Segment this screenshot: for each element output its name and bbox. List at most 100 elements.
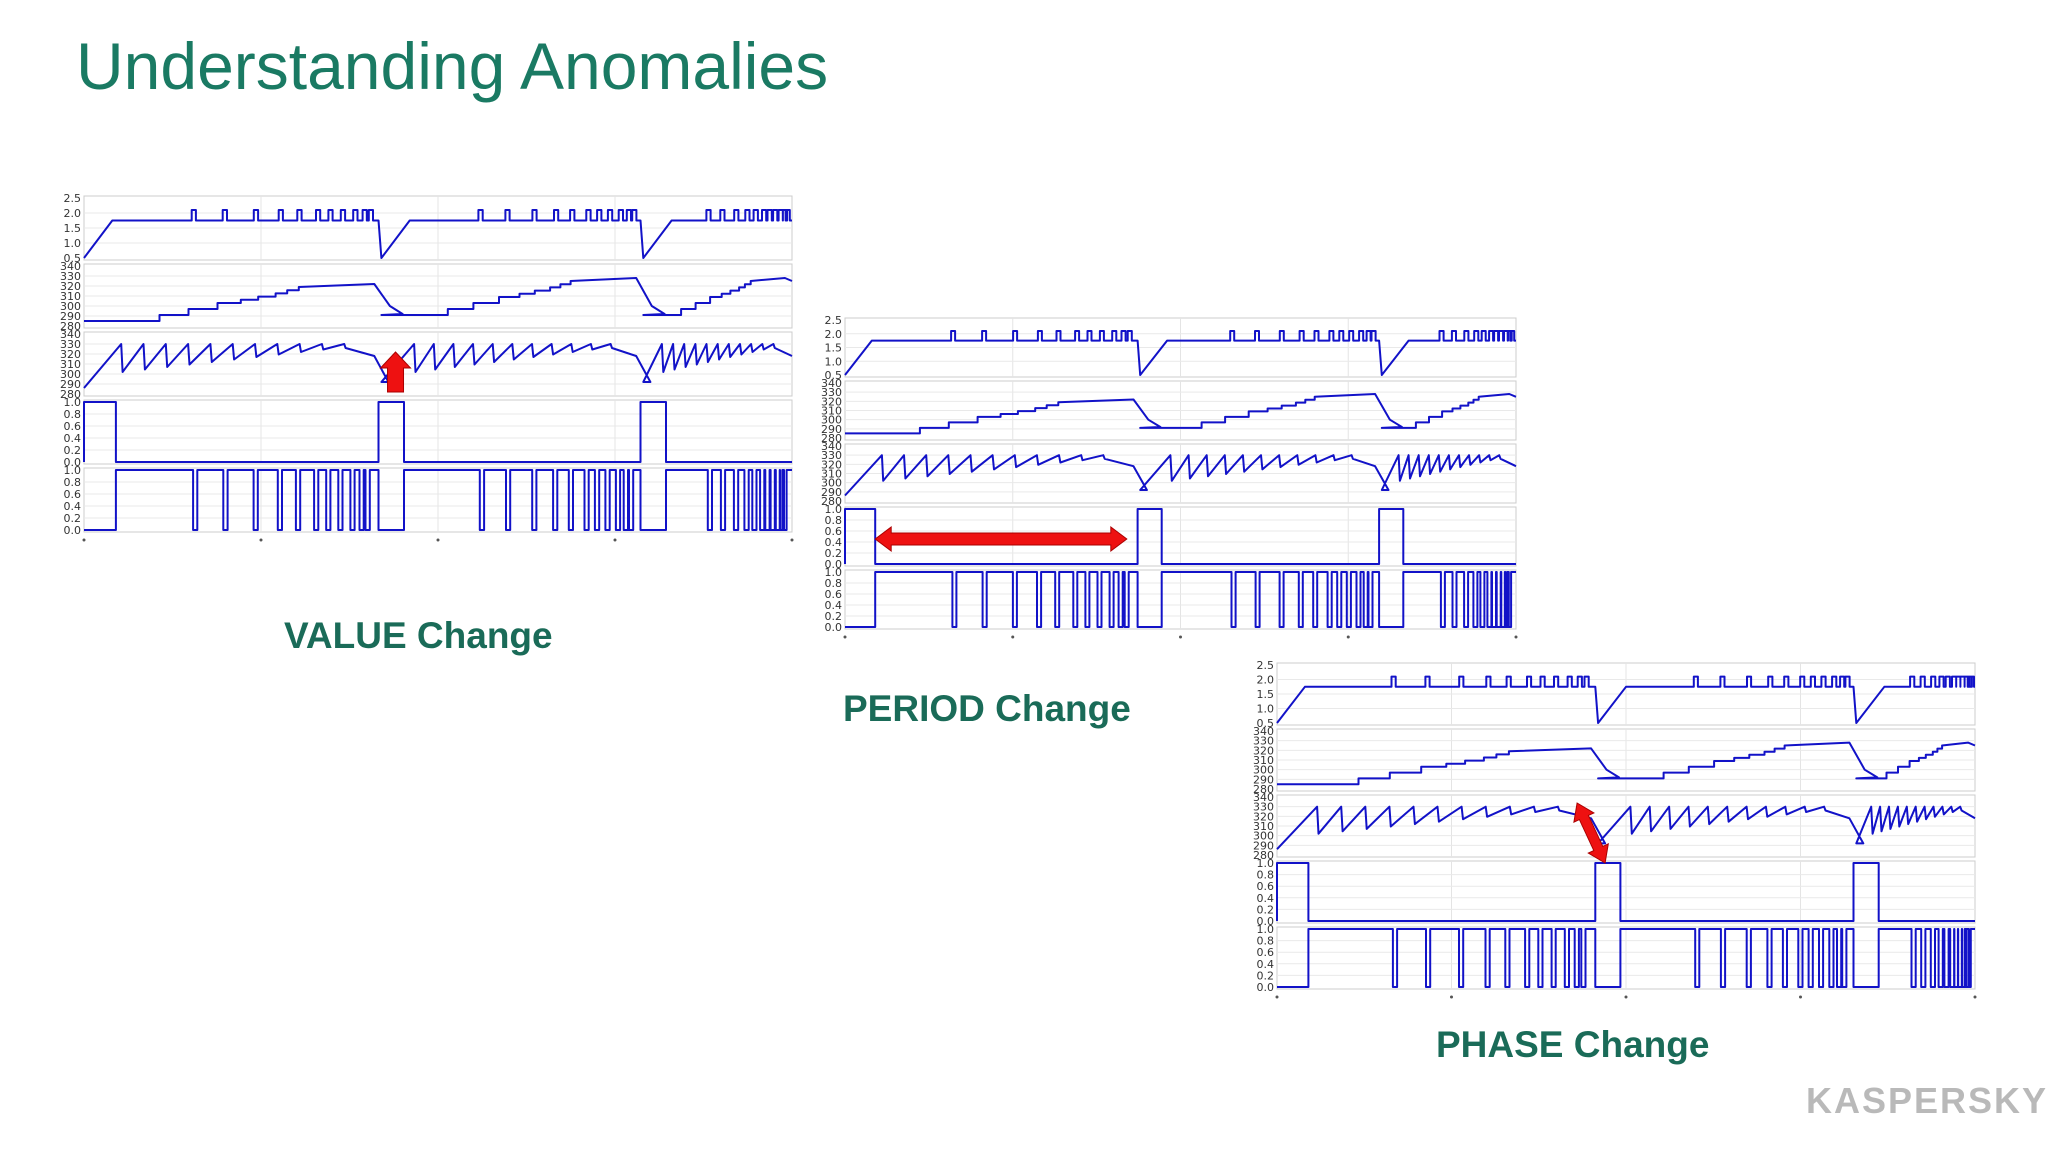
annotation-diagonal-double-arrow <box>1573 802 1609 864</box>
x-tick <box>436 538 440 542</box>
tick-label: 290 <box>821 423 842 436</box>
kaspersky-logo: KASPERSKYlab <box>1806 1080 2048 1122</box>
tick-label: 300 <box>821 477 842 490</box>
tick-label: 290 <box>60 310 81 323</box>
tick-label: 0.4 <box>825 599 843 612</box>
series-line-2 <box>83 343 793 389</box>
tick-label: 320 <box>821 395 842 408</box>
tick-label: 280 <box>60 388 81 401</box>
tick-label: 320 <box>821 458 842 471</box>
annotation-horizontal-double-arrow <box>874 526 1128 552</box>
tick-label: 0.2 <box>1257 903 1275 916</box>
tick-label: 1.5 <box>825 342 843 355</box>
tick-label: 0.5 <box>825 369 843 382</box>
annotation-up-arrow <box>379 351 412 393</box>
tick-label: 0.0 <box>825 621 843 634</box>
tick-label: 1.5 <box>64 222 82 235</box>
arrow-shape <box>379 351 412 393</box>
series-line-4 <box>845 571 1516 628</box>
tick-label: 0.5 <box>1257 717 1275 730</box>
series-line-4 <box>84 469 792 531</box>
tick-label: 340 <box>821 377 842 390</box>
series-line-0 <box>1276 675 1975 724</box>
tick-label: 310 <box>821 405 842 418</box>
tick-label: 0.6 <box>64 420 82 433</box>
tick-label: 1.0 <box>1257 923 1275 936</box>
tick-label: 1.0 <box>64 396 82 409</box>
slide-title: Understanding Anomalies <box>76 29 829 103</box>
series-line-3 <box>844 508 1516 565</box>
caption-period-change: PERIOD Change <box>843 688 1131 729</box>
tick-label: 340 <box>1253 791 1274 804</box>
tick-label: 330 <box>60 270 81 283</box>
x-tick <box>1011 635 1015 639</box>
tick-label: 310 <box>60 290 81 303</box>
tick-label: 280 <box>1253 783 1274 796</box>
series-line-0 <box>844 330 1516 376</box>
logo-text: KASPERSKY <box>1806 1080 2048 1121</box>
tick-label: 0.8 <box>825 514 843 527</box>
tick-label: 0.0 <box>1257 915 1275 928</box>
tick-label: 0.2 <box>64 512 82 525</box>
tick-label: 1.0 <box>1257 857 1275 870</box>
tick-label: 300 <box>60 368 81 381</box>
tick-label: 0.4 <box>1257 892 1275 905</box>
arrow-shape <box>1573 802 1609 864</box>
x-tick <box>790 538 794 542</box>
chart-value-change: 2.5 2.0 1.5 1.0 0.5 340 330 320 310 300 290 280 340 3… <box>44 192 794 542</box>
tick-label: 0.2 <box>825 547 843 560</box>
series-line-2 <box>844 454 1517 497</box>
tick-label: 290 <box>821 486 842 499</box>
tick-label: 320 <box>1253 744 1274 757</box>
series-line-3 <box>1276 862 1975 922</box>
x-tick <box>843 635 847 639</box>
tick-label: 1.0 <box>825 355 843 368</box>
series-line-1 <box>845 393 1517 435</box>
tick-label: 0.4 <box>64 432 82 445</box>
tick-label: 280 <box>1253 849 1274 862</box>
x-tick <box>613 538 617 542</box>
tick-label: 330 <box>60 338 81 351</box>
chart-period-change: 2.5 2.0 1.5 1.0 0.5 340 330 320 310 300 290 280 340 3… <box>805 314 1518 639</box>
x-tick <box>1973 995 1977 999</box>
tick-label: 2.5 <box>825 314 843 327</box>
tick-label: 0.0 <box>64 456 82 469</box>
tick-label: 0.2 <box>1257 969 1275 982</box>
tick-label: 0.0 <box>1257 981 1275 994</box>
x-tick <box>1346 635 1350 639</box>
series-line-4 <box>1277 928 1975 988</box>
tick-label: 0.2 <box>64 444 82 457</box>
chart-2-panel-0: 2.5 2.01.5 1.00.5 <box>1257 659 1976 730</box>
tick-label: 2.5 <box>64 192 82 205</box>
tick-label: 310 <box>60 358 81 371</box>
tick-label: 2.0 <box>825 328 843 341</box>
x-tick <box>1624 995 1628 999</box>
series-line-2 <box>1276 805 1976 850</box>
tick-label: 280 <box>60 320 81 333</box>
tick-label: 330 <box>1253 801 1274 814</box>
chart-2-panel-4: 1.00.80.60.40.20.0 <box>1257 923 1976 994</box>
tick-label: 0.4 <box>64 500 82 513</box>
tick-label: 320 <box>60 280 81 293</box>
chart-0-panel-0: 2.5 2.0 1.5 1.0 0.5 <box>64 192 793 265</box>
tick-label: 0.6 <box>825 525 843 538</box>
tick-label: 2.0 <box>64 207 82 220</box>
tick-label: 0.4 <box>1257 958 1275 971</box>
tick-label: 0.2 <box>825 610 843 623</box>
tick-label: 320 <box>60 348 81 361</box>
caption-phase-change: PHASE Change <box>1436 1024 1710 1065</box>
tick-label: 330 <box>821 449 842 462</box>
chart-period-change-svg: 2.52.01.51.00.53403303203103002902803403… <box>821 314 1518 639</box>
tick-label: 1.0 <box>64 464 82 477</box>
x-tick <box>1514 635 1518 639</box>
tick-label: 330 <box>1253 735 1274 748</box>
chart-phase-change-svg: 2.52.01.51.00.53403303203103002902803403… <box>1253 659 1977 999</box>
x-tick <box>259 538 263 542</box>
chart-phase-change: 2.5 2.0 1.5 1.0 0.5 340 330 320 310 300 290 280 340 3… <box>1237 659 1977 999</box>
x-tick <box>1275 995 1279 999</box>
tick-label: 1.0 <box>825 503 843 516</box>
